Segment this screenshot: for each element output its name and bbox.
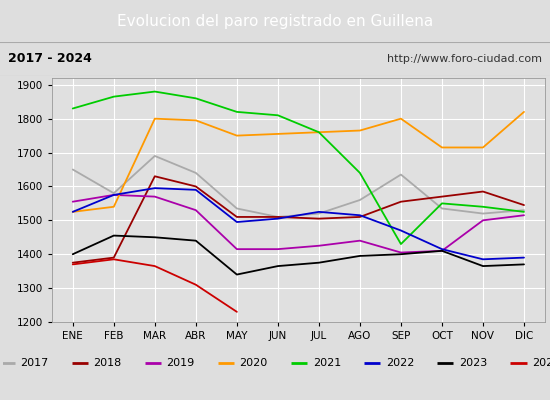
Text: 2017 - 2024: 2017 - 2024 [8,52,92,66]
Text: Evolucion del paro registrado en Guillena: Evolucion del paro registrado en Guillen… [117,14,433,29]
Text: 2022: 2022 [386,358,414,368]
Text: http://www.foro-ciudad.com: http://www.foro-ciudad.com [387,54,542,64]
Text: 2024: 2024 [532,358,550,368]
Text: 2021: 2021 [312,358,341,368]
Text: 2017: 2017 [20,358,48,368]
Text: 2023: 2023 [459,358,487,368]
Text: 2019: 2019 [167,358,195,368]
Text: 2020: 2020 [240,358,268,368]
Text: 2018: 2018 [94,358,122,368]
